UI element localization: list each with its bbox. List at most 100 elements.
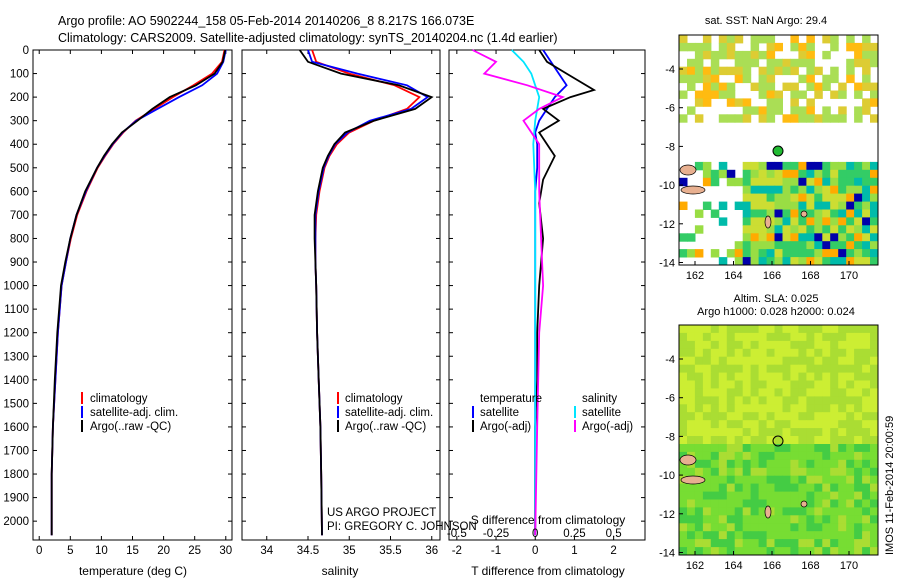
y-tick-label: 1700 <box>3 445 29 457</box>
map-cell <box>830 340 839 350</box>
map-cell <box>742 412 752 421</box>
map-cell <box>862 169 871 179</box>
map-cell <box>822 241 831 250</box>
map-cell <box>718 531 728 540</box>
map-cell <box>782 177 791 187</box>
map-cell <box>710 483 720 492</box>
map-cell <box>687 82 696 91</box>
map-cell <box>726 428 736 437</box>
map-cell <box>814 209 823 218</box>
map-cell <box>734 241 744 250</box>
difference-panel <box>448 49 646 541</box>
map-cell <box>687 515 696 524</box>
map-cell <box>814 66 823 76</box>
map-cell <box>758 428 768 437</box>
map-x-tick-label: 168 <box>801 270 819 282</box>
map-cell <box>694 483 704 492</box>
map-cell <box>734 420 744 429</box>
map-cell <box>830 169 839 179</box>
map-cell <box>694 396 704 405</box>
map-cell <box>862 380 871 389</box>
map-cell <box>718 483 728 492</box>
map-cell <box>726 35 736 44</box>
map-cell <box>846 241 855 250</box>
map-cell <box>846 177 855 187</box>
map-cell <box>766 475 776 485</box>
map-cell <box>687 325 696 334</box>
y-tick-label: 1800 <box>3 469 29 481</box>
map-cell <box>758 515 768 524</box>
map-cell <box>854 106 863 115</box>
map-cell <box>790 106 799 115</box>
map-cell <box>694 58 704 68</box>
map-y-tick-label: -10 <box>659 180 675 192</box>
map-x-tick-label: 170 <box>840 270 858 282</box>
map-cell <box>806 436 815 445</box>
map-cell <box>790 451 799 461</box>
map-cell <box>790 396 799 405</box>
map-cell <box>782 451 791 461</box>
map-cell <box>838 515 847 524</box>
map-cell <box>822 531 831 540</box>
map-cell <box>782 58 791 68</box>
map-cell <box>862 74 871 84</box>
map-cell <box>687 523 696 532</box>
map-cell <box>790 388 799 397</box>
map-cell <box>854 404 863 413</box>
sst-map-title: sat. SST: NaN Argo: 29.4 <box>705 15 827 27</box>
map-cell <box>694 98 704 107</box>
map-cell <box>750 467 760 477</box>
map-cell <box>814 467 823 477</box>
map-cell <box>846 388 855 397</box>
map-cell <box>742 523 752 532</box>
map-cell <box>838 436 847 445</box>
map-cell <box>726 388 736 397</box>
map-cell <box>782 241 791 250</box>
map-cell <box>750 35 760 44</box>
map-cell <box>726 42 736 52</box>
map-cell <box>838 177 847 187</box>
map-cell <box>870 444 879 453</box>
map-cell <box>774 444 783 453</box>
map-cell <box>790 257 799 266</box>
map-cell <box>870 177 879 187</box>
map-cell <box>822 396 831 405</box>
map-cell <box>862 499 871 508</box>
map-cell <box>870 185 879 195</box>
map-x-tick-label: 166 <box>763 560 781 572</box>
map-cell <box>734 451 744 461</box>
map-cell <box>694 50 704 60</box>
map-cell <box>742 515 752 524</box>
map-cell <box>870 364 879 374</box>
map-cell <box>822 420 831 429</box>
map-cell <box>718 364 728 374</box>
map-cell <box>774 233 783 242</box>
map-cell <box>790 114 799 123</box>
map-cell <box>766 169 776 179</box>
map-cell <box>694 380 704 389</box>
map-cell <box>814 396 823 405</box>
map-cell <box>726 451 736 461</box>
map-cell <box>694 507 704 516</box>
map-cell <box>710 372 720 381</box>
map-cell <box>726 177 736 187</box>
map-cell <box>734 35 744 44</box>
map-cell <box>870 372 879 381</box>
map-cell <box>679 356 688 366</box>
map-cell <box>854 177 863 187</box>
map-cell <box>814 451 823 461</box>
map-cell <box>710 451 720 461</box>
map-cell <box>750 523 760 532</box>
argo-float-marker <box>772 435 784 447</box>
map-cell <box>718 82 728 91</box>
map-cell <box>822 257 831 266</box>
map-cell <box>862 483 871 492</box>
map-cell <box>806 483 815 492</box>
map-cell <box>798 106 807 115</box>
map-cell <box>742 396 752 405</box>
map-cell <box>806 412 815 421</box>
map-cell <box>734 388 744 397</box>
map-cell <box>782 201 791 210</box>
map-cell <box>822 491 831 500</box>
map-cell <box>702 515 712 524</box>
